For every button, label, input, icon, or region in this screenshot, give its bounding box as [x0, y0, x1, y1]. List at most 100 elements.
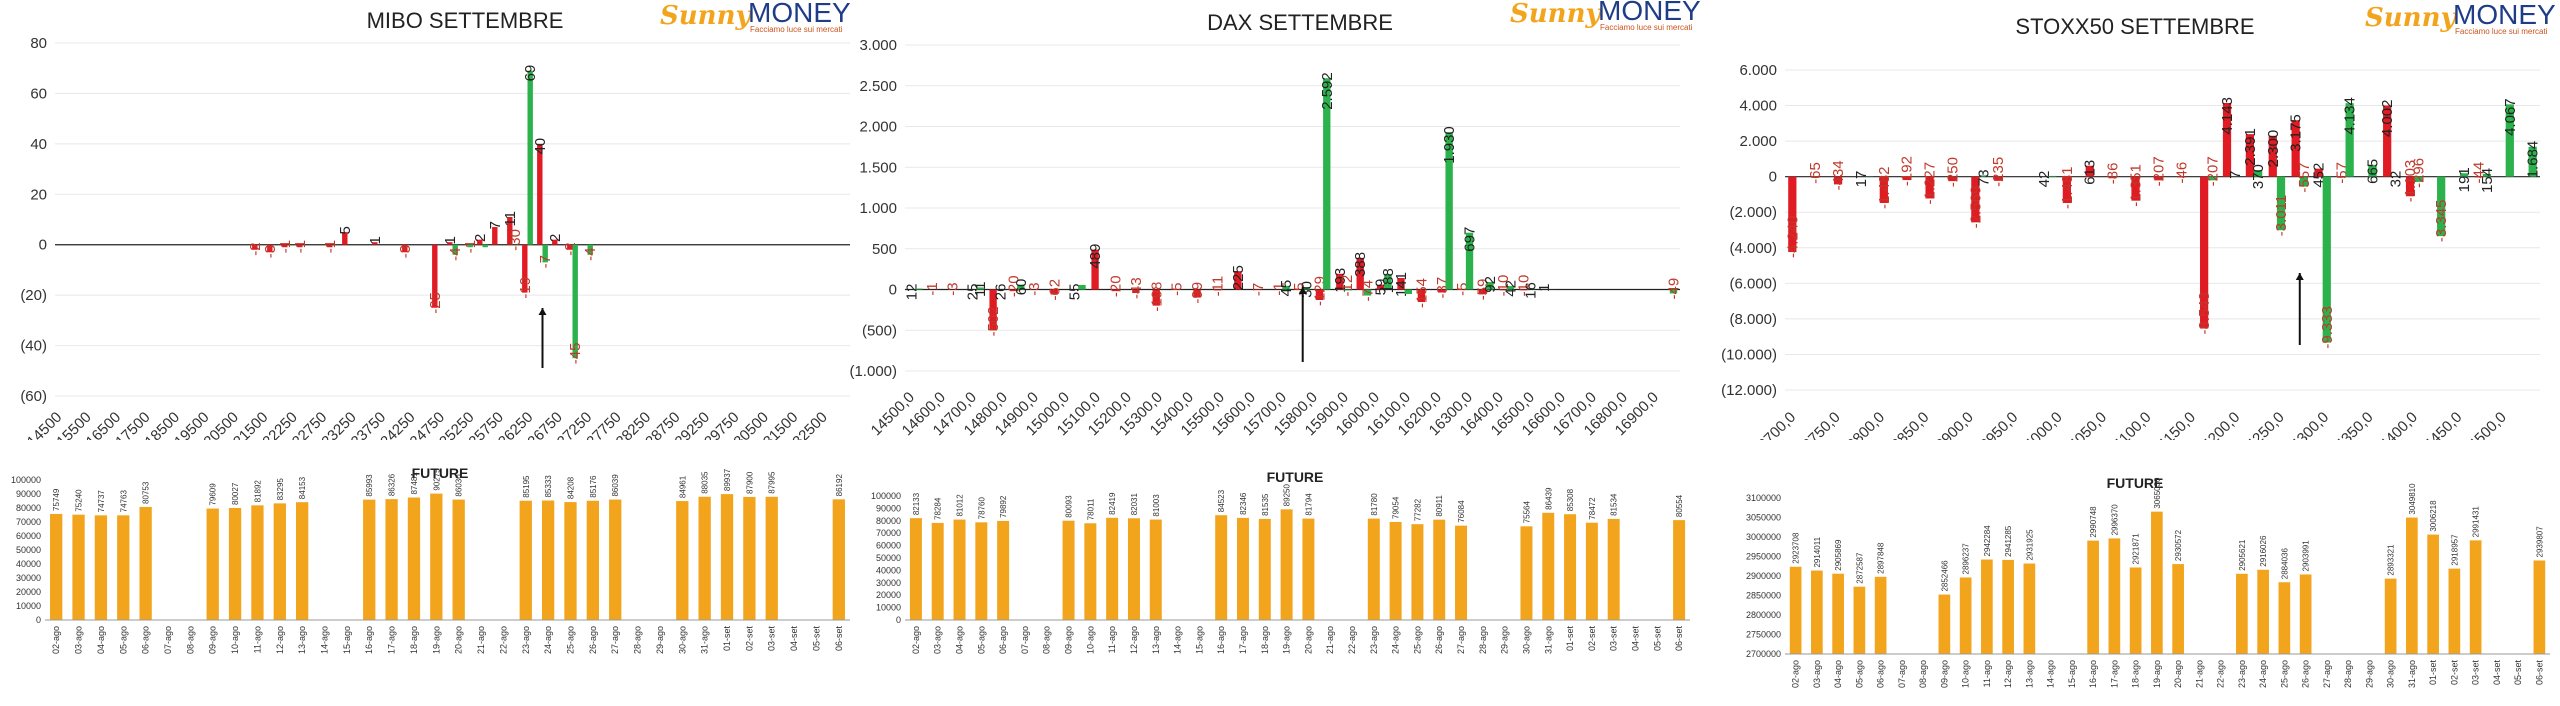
red-bar: [282, 244, 288, 248]
future-x-tick-label: 20-ago: [454, 626, 464, 654]
future-bar-label: 85308: [1566, 488, 1575, 511]
future-x-tick-label: 15-ago: [342, 626, 352, 654]
future-bar-label: 78760: [977, 497, 986, 520]
bar-data-label: 4.143: [2219, 97, 2236, 135]
future-bar: [676, 501, 689, 620]
future-x-tick-label: 06-set: [834, 626, 844, 652]
future-x-tick-label: 09-ago: [208, 626, 218, 654]
future-bar-label: 80093: [1065, 495, 1074, 518]
future-bar-label: 2931925: [2025, 529, 2034, 561]
y-tick-label: (4.000): [1729, 240, 1777, 257]
bar-data-label: 1.930: [1441, 126, 1458, 164]
future-bar-label: 2923708: [1792, 532, 1801, 564]
green-bar: [1363, 289, 1372, 296]
red-bar: [567, 244, 573, 250]
future-bar: [1673, 520, 1686, 620]
bar-data-label: -46: [2173, 162, 2190, 184]
future-x-tick-label: 11-ago: [1982, 660, 1992, 687]
red-bar: [2222, 103, 2232, 177]
future-x-tick-label: 23-ago: [1369, 626, 1379, 654]
green-bar: [2322, 176, 2331, 343]
y-tick-label: 40: [30, 136, 47, 153]
bar-data-label: 32: [2387, 171, 2404, 188]
future-x-tick-label: 19-ago: [2152, 660, 2162, 688]
bar-data-label: -2: [247, 242, 264, 255]
x-tick-label: 4150,0: [2155, 409, 2199, 440]
future-bar-label: 2939807: [2535, 526, 2544, 558]
stoxx-panel: STOXX50 SETTEMBRE 6.000 4.000 2.000 0 (2.000)…: [1700, 0, 2560, 706]
future-x-tick-label: 05-ago: [976, 626, 986, 654]
bar-data-label: -154: [1413, 278, 1430, 308]
future-x-tick-label: 23-ago: [521, 626, 531, 654]
future-x-tick-label: 10-ago: [230, 626, 240, 654]
future-bar-label: 87481: [410, 472, 419, 495]
future-bar: [407, 497, 421, 620]
bar-data-label: 45: [1278, 280, 1295, 297]
future-x-tick-label: 17-ago: [2109, 660, 2119, 688]
green-bar: [1404, 289, 1413, 294]
future-x-tick-label: 24-ago: [543, 626, 553, 654]
y-tick-label: (60): [20, 388, 47, 405]
future-bar: [2087, 540, 2099, 654]
future-x-tick-label: 27-ago: [1456, 626, 1466, 654]
red-bar: [492, 227, 498, 245]
red-bar: [2108, 176, 2117, 179]
future-bar-label: 75564: [1522, 501, 1531, 524]
bar-data-label: -3.345: [2433, 200, 2450, 243]
x-tick-label: 4450,0: [2421, 409, 2465, 440]
future-bar: [1149, 519, 1162, 620]
green-bar: [1017, 284, 1025, 290]
future-y-tick-label: 20000: [876, 590, 901, 600]
future-x-tick-label: 22-ago: [498, 626, 508, 654]
future-x-tick-label: 16-ago: [364, 626, 374, 654]
future-bar-label: 2942284: [1983, 525, 1992, 557]
future-bar: [931, 522, 944, 620]
bar-data-label: -1: [1271, 282, 1288, 295]
bar-data-label: 489: [1087, 244, 1104, 269]
future-bar: [975, 522, 988, 620]
future-x-tick-label: 17-ago: [1238, 626, 1248, 654]
future-y-tick-label: 0: [896, 615, 901, 625]
red-bar: [447, 242, 453, 245]
future-bar-label: 2991431: [2472, 506, 2481, 538]
future-x-tick-label: 25-ago: [565, 626, 575, 654]
future-x-tick-label: 10-ago: [1085, 626, 1095, 654]
bar-data-label: -235: [1990, 157, 2007, 187]
bar-data-label: -74: [1360, 280, 1377, 302]
future-x-tick-label: 02-set: [2449, 660, 2459, 686]
red-bar: [507, 216, 513, 245]
y-tick-label: 4.000: [1739, 98, 1777, 115]
green-bar: [2368, 164, 2377, 177]
future-y-tick-label: 2750000: [1746, 630, 1781, 640]
future-x-tick-label: 31-ago: [2407, 660, 2417, 688]
future-bar-label: 2990748: [2089, 506, 2098, 538]
future-bar-label: 80753: [142, 481, 151, 504]
bar-data-label: -1.103: [2402, 160, 2419, 203]
future-bar: [909, 518, 922, 620]
y-tick-label: 2.500: [859, 78, 897, 95]
red-bar: [402, 244, 408, 253]
future-x-tick-label: 04-set: [2492, 660, 2502, 686]
bar-data-label: 2: [472, 234, 489, 242]
future-x-tick-label: 09-ago: [1064, 626, 1074, 654]
y-tick-label: 0: [39, 237, 47, 254]
future-bar: [2023, 563, 2036, 654]
future-bar: [452, 499, 465, 620]
future-x-tick-label: 07-ago: [1897, 660, 1907, 688]
bar-data-label: 2.300: [2265, 130, 2282, 168]
future-bar: [519, 500, 532, 620]
red-bar: [342, 232, 348, 245]
future-bar: [2448, 568, 2461, 654]
future-bar: [1302, 518, 1315, 620]
x-tick-label: 4050,0: [2066, 409, 2110, 440]
future-x-tick-label: 13-ago: [1151, 626, 1161, 654]
future-y-tick-label: 80000: [16, 503, 41, 513]
future-y-tick-label: 10000: [16, 601, 41, 611]
future-bar-label: 78284: [934, 497, 943, 520]
bar-data-label: 42: [2036, 171, 2053, 188]
future-bar: [2533, 560, 2546, 654]
chart-title: STOXX50 SETTEMBRE: [2015, 14, 2254, 39]
future-x-tick-label: 03-set: [2471, 660, 2481, 686]
green-bar: [2276, 176, 2286, 231]
future-y-tick-label: 40000: [16, 559, 41, 569]
